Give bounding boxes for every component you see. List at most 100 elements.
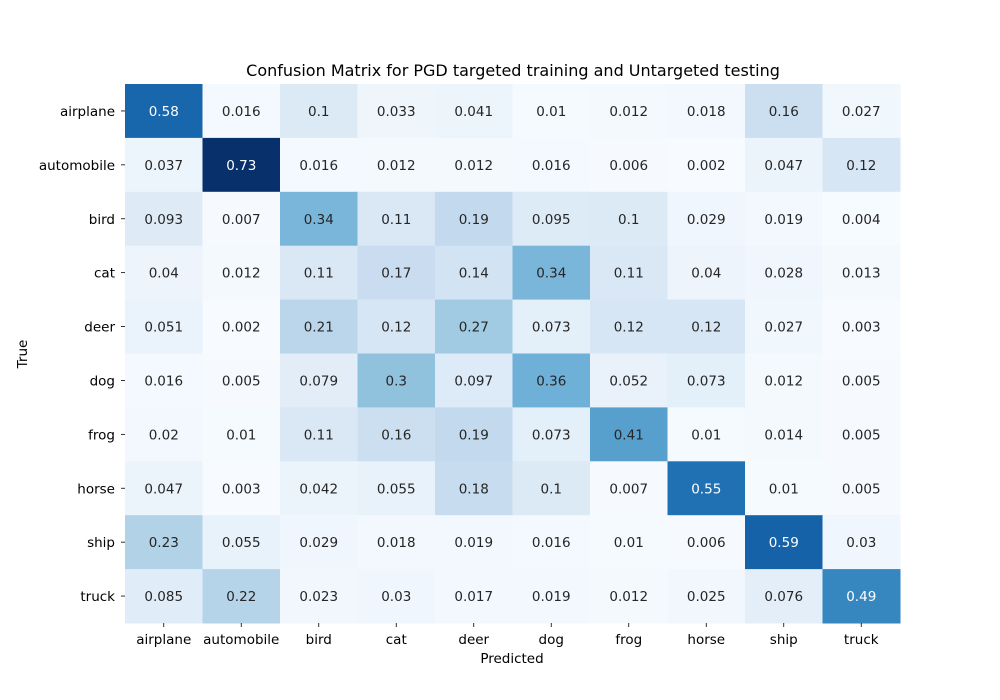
- heatmap-cell: [125, 569, 203, 624]
- heatmap-cell: [590, 191, 668, 247]
- cell-value-label: 0.014: [764, 427, 803, 443]
- cell-value-label: 0.004: [842, 212, 881, 228]
- heatmap-cell: [512, 137, 591, 193]
- cell-value-label: 0.023: [299, 589, 338, 605]
- heatmap-cell: [745, 353, 823, 408]
- x-tick-label: deer: [458, 632, 489, 648]
- cell-value-label: 0.01: [614, 535, 644, 551]
- cell-value-label: 0.037: [144, 158, 183, 174]
- cell-value-label: 0.16: [381, 427, 411, 443]
- cell-value-label: 0.03: [846, 535, 876, 551]
- y-tick-label: horse: [77, 481, 115, 497]
- cell-value-label: 0.34: [304, 212, 334, 228]
- cell-value-label: 0.012: [609, 104, 648, 120]
- cell-value-label: 0.003: [842, 320, 881, 336]
- cell-value-label: 0.1: [541, 481, 562, 497]
- cell-value-label: 0.02: [149, 427, 179, 443]
- heatmap-cell: [667, 407, 746, 462]
- cell-value-label: 0.41: [614, 427, 644, 443]
- x-axis-ticks: airplane automobile bird cat deer dog frog hors…: [136, 623, 879, 648]
- heatmap-cell: [357, 353, 436, 408]
- heatmap-cell: [357, 569, 436, 624]
- cell-value-label: 0.73: [226, 158, 256, 174]
- cell-value-label: 0.34: [536, 266, 566, 282]
- heatmap-cell: [512, 191, 591, 247]
- heatmap-cell: [667, 137, 746, 193]
- heatmap-cell: [125, 191, 203, 247]
- heatmap-cell: [280, 461, 358, 516]
- heatmap-cell: [667, 191, 746, 247]
- cell-value-label: 0.04: [691, 266, 721, 282]
- cell-value-label: 0.016: [532, 535, 571, 551]
- heatmap-cell: [745, 407, 823, 462]
- heatmap-cell: [280, 353, 358, 408]
- cell-value-label: 0.073: [687, 373, 726, 389]
- x-tick-label: airplane: [136, 632, 191, 648]
- cell-value-label: 0.085: [144, 589, 183, 605]
- cell-value-label: 0.006: [609, 158, 648, 174]
- x-tick-label: automobile: [203, 632, 279, 648]
- heatmap-cell: [357, 84, 436, 139]
- heatmap-cell: [745, 515, 823, 570]
- cell-value-label: 0.01: [536, 104, 566, 120]
- heatmap-cell: [590, 461, 668, 516]
- cell-value-label: 0.17: [381, 266, 411, 282]
- cell-value-label: 0.002: [687, 158, 726, 174]
- heatmap-cell: [745, 137, 823, 193]
- heatmap-cell: [590, 245, 668, 301]
- cell-value-label: 0.012: [377, 158, 416, 174]
- cell-value-label: 0.052: [609, 373, 648, 389]
- heatmap-cell: [822, 137, 901, 193]
- cell-value-label: 0.59: [769, 535, 799, 551]
- cell-value-label: 0.013: [842, 266, 881, 282]
- cell-value-label: 0.19: [459, 212, 489, 228]
- cell-value-label: 0.49: [846, 589, 876, 605]
- cell-value-label: 0.025: [687, 589, 726, 605]
- cell-value-label: 0.11: [304, 266, 334, 282]
- cell-value-label: 0.01: [769, 481, 799, 497]
- cell-value-label: 0.018: [687, 104, 726, 120]
- heatmap-cell: [435, 461, 513, 516]
- y-tick-label: dog: [90, 373, 115, 389]
- cell-value-label: 0.01: [226, 427, 256, 443]
- y-tick-label: deer: [84, 320, 115, 336]
- x-tick-label: ship: [770, 632, 798, 648]
- heatmap-cell: [202, 245, 281, 301]
- heatmap-cell: [202, 191, 281, 247]
- cell-value-label: 0.18: [459, 481, 489, 497]
- cell-value-label: 0.012: [222, 266, 261, 282]
- cell-value-label: 0.005: [842, 427, 881, 443]
- heatmap-cell: [745, 299, 823, 354]
- cell-value-label: 0.017: [454, 589, 493, 605]
- heatmap-cell: [590, 353, 668, 408]
- cell-value-label: 0.027: [842, 104, 881, 120]
- heatmap-cell: [125, 84, 203, 139]
- cell-value-label: 0.005: [222, 373, 261, 389]
- cell-value-label: 0.007: [222, 212, 261, 228]
- y-tick-label: automobile: [39, 158, 115, 174]
- heatmap-cell: [280, 515, 358, 570]
- cell-value-label: 0.19: [459, 427, 489, 443]
- heatmap-cell: [745, 461, 823, 516]
- cell-value-label: 0.005: [842, 373, 881, 389]
- heatmap-cell: [125, 245, 203, 301]
- heatmap-cell: [667, 299, 746, 354]
- heatmap-cell: [280, 407, 358, 462]
- heatmap-cell: [822, 407, 901, 462]
- cell-value-label: 0.55: [691, 481, 721, 497]
- cell-value-label: 0.093: [144, 212, 183, 228]
- heatmap-cell: [280, 84, 358, 139]
- heatmap-cell: [590, 515, 668, 570]
- heatmap-cell: [202, 299, 281, 354]
- cell-value-label: 0.012: [609, 589, 648, 605]
- cell-value-label: 0.016: [222, 104, 261, 120]
- heatmap-cell: [435, 407, 513, 462]
- heatmap-cell: [667, 84, 746, 139]
- y-tick-label: frog: [88, 427, 115, 443]
- heatmap-cell: [202, 137, 281, 193]
- heatmap-cell: [435, 137, 513, 193]
- heatmap-cell: [667, 461, 746, 516]
- cell-value-label: 0.012: [764, 373, 803, 389]
- heatmap-cell: [280, 245, 358, 301]
- heatmap-cell: [435, 569, 513, 624]
